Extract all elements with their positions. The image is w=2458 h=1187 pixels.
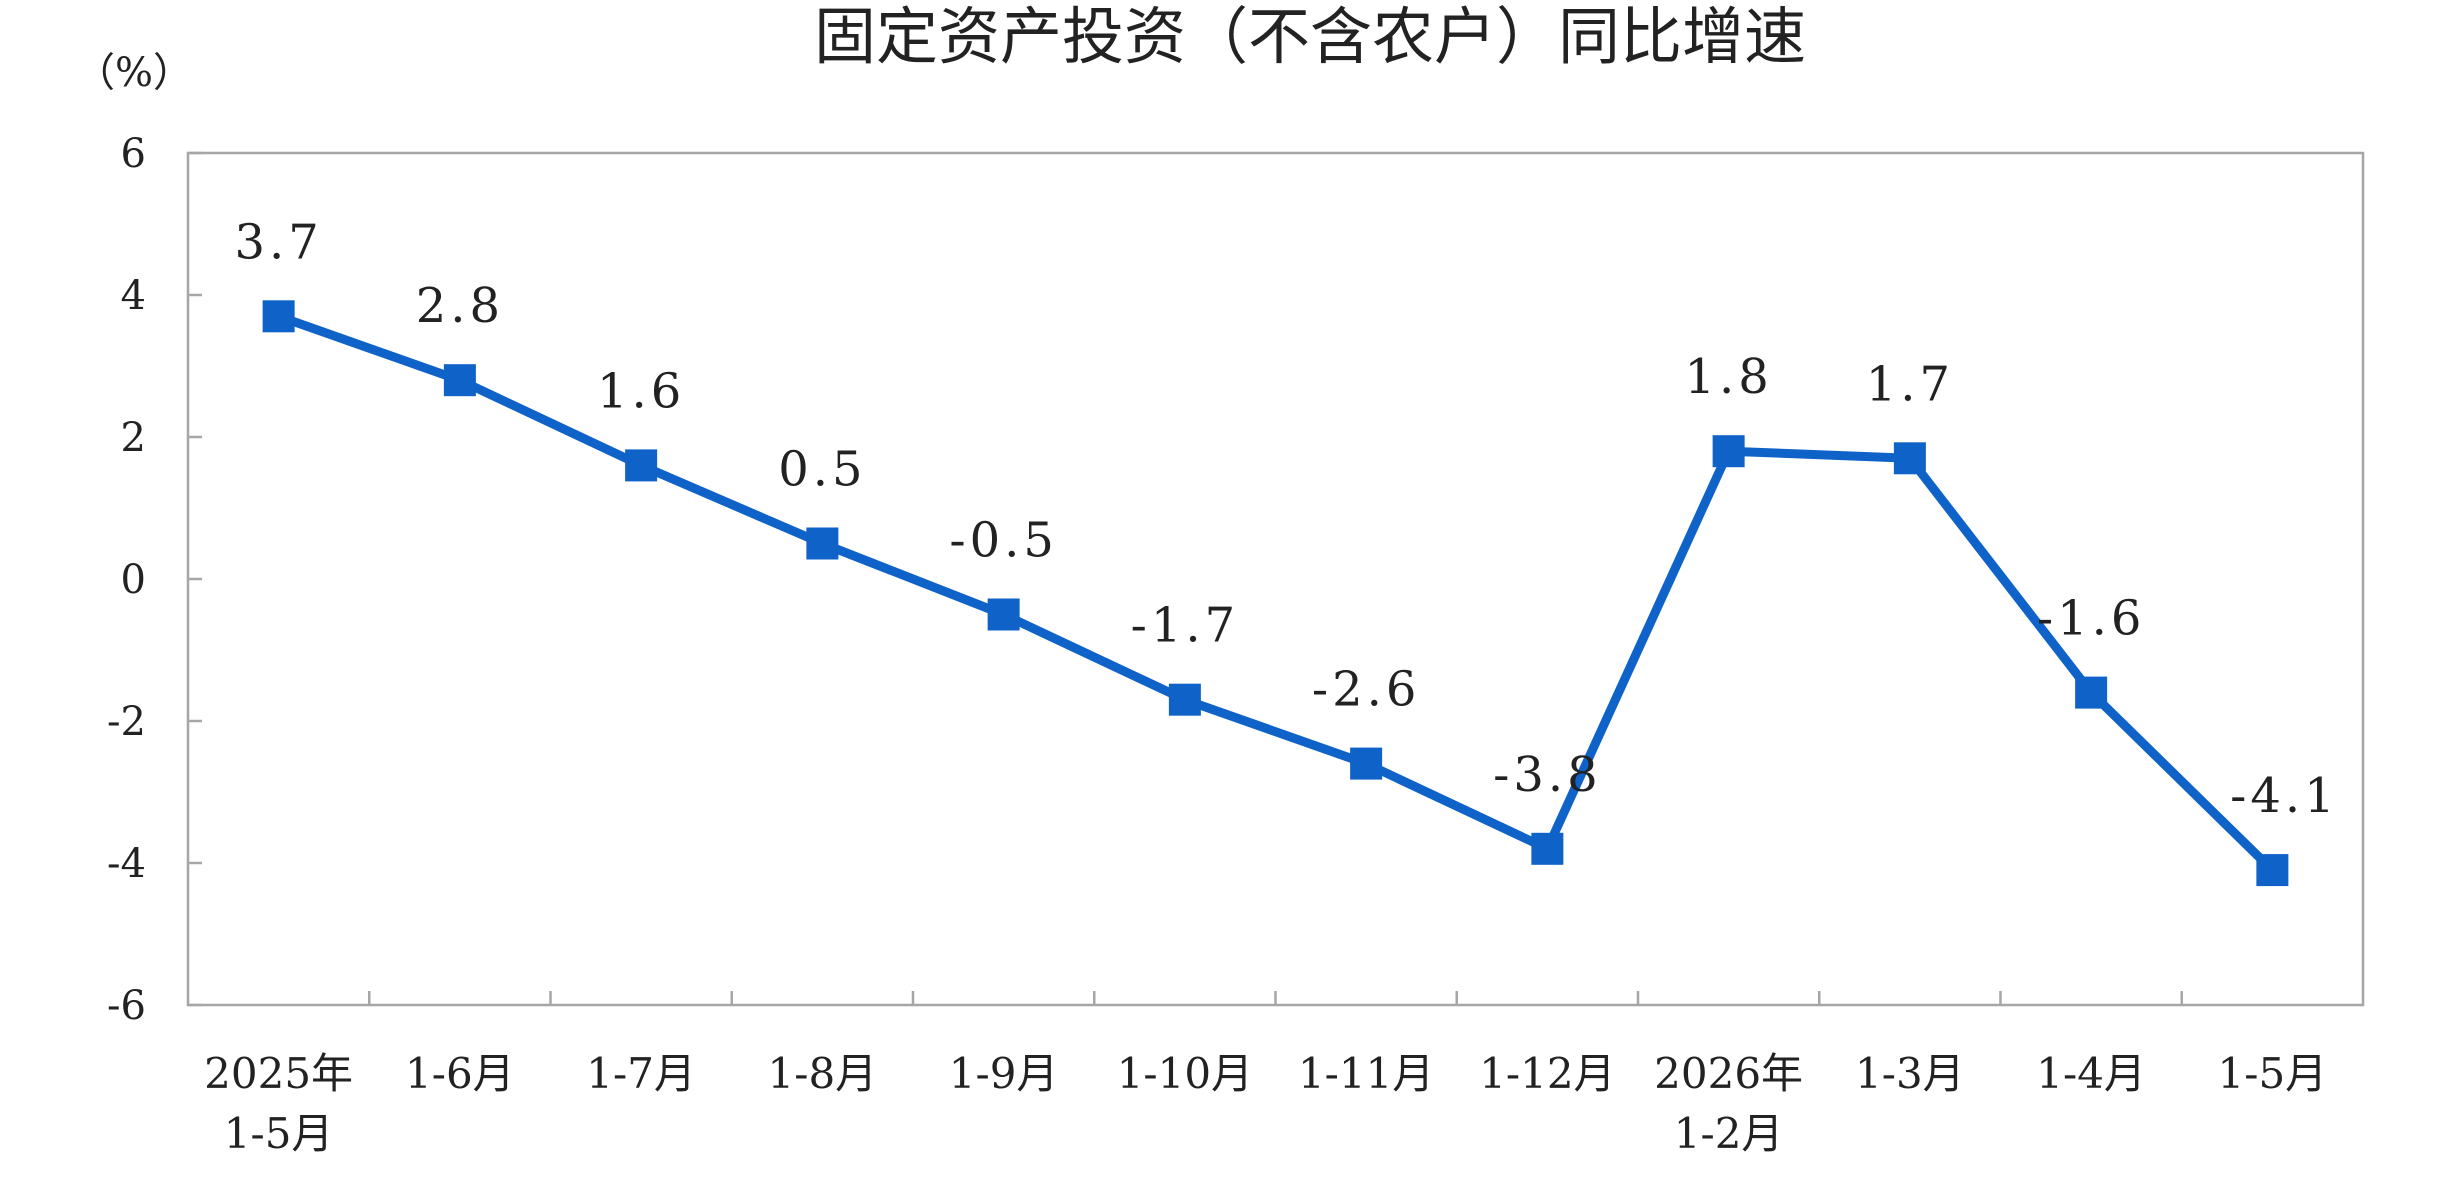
data-label: -3.8 <box>1493 747 1602 803</box>
data-point-marker <box>1531 832 1564 865</box>
data-point-marker <box>987 598 1020 631</box>
y-tick-label: 2 <box>121 415 146 461</box>
data-point-marker <box>1893 442 1926 475</box>
data-point-marker <box>1350 747 1383 780</box>
x-tick-label: 1-11月 <box>1298 1049 1434 1098</box>
data-label: -0.5 <box>949 513 1058 569</box>
series-line <box>274 311 2277 875</box>
x-tick-label: 1-12月 <box>1479 1049 1615 1098</box>
data-point-marker <box>262 300 295 333</box>
chart-title: 固定资产投资（不含农户）同比增速 <box>814 0 1806 73</box>
data-point-marker <box>443 364 476 397</box>
data-label: 3.7 <box>234 214 322 270</box>
plot-area: 6 4 2 0 -2 -4 -6 2025年 1-5月 1-6月 1-7月 1-8月 1-9月 1-10月… <box>107 131 2365 1158</box>
x-tick-label: 1-2月 <box>1674 1109 1784 1158</box>
x-tick-label: 1-10月 <box>1117 1049 1253 1098</box>
data-point-marker <box>1168 683 1201 716</box>
x-tick-label: 1-9月 <box>949 1049 1059 1098</box>
data-label: -1.6 <box>2037 591 2146 647</box>
x-tick-label: 1-3月 <box>1855 1049 1965 1098</box>
x-tick-label: 1-5月 <box>224 1109 334 1158</box>
data-label: 1.8 <box>1684 349 1772 405</box>
data-point-marker <box>2256 854 2289 887</box>
data-label: -2.6 <box>1312 662 1421 718</box>
data-label: 1.7 <box>1866 356 1954 412</box>
y-tick-label: 6 <box>121 131 146 177</box>
x-tick-label: 1-5月 <box>2218 1049 2328 1098</box>
y-tick-label: -2 <box>107 699 146 745</box>
x-tick-label: 2026年 <box>1654 1049 1803 1098</box>
x-tick-label: 2025年 <box>204 1049 353 1098</box>
data-label: 2.8 <box>416 278 504 334</box>
data-label: 0.5 <box>778 442 866 498</box>
data-point-marker <box>1712 435 1745 468</box>
data-label: -4.1 <box>2230 768 2339 824</box>
data-label: -1.7 <box>1131 598 1240 654</box>
x-tick-label: 1-8月 <box>768 1049 878 1098</box>
x-tick-label: 1-7月 <box>586 1049 696 1098</box>
plot-border <box>186 151 2365 1007</box>
data-point-marker <box>806 527 839 560</box>
y-tick-label: 4 <box>121 273 146 319</box>
data-point-marker <box>2075 676 2108 709</box>
data-label: 1.6 <box>597 363 685 419</box>
x-tick-label: 1-4月 <box>2036 1049 2146 1098</box>
y-tick-label: -4 <box>107 841 146 887</box>
data-point-marker <box>625 449 658 482</box>
y-tick-label: -6 <box>107 983 146 1029</box>
y-axis-unit-label: （%） <box>75 50 193 96</box>
y-tick-label: 0 <box>121 557 146 603</box>
x-tick-label: 1-6月 <box>405 1049 515 1098</box>
